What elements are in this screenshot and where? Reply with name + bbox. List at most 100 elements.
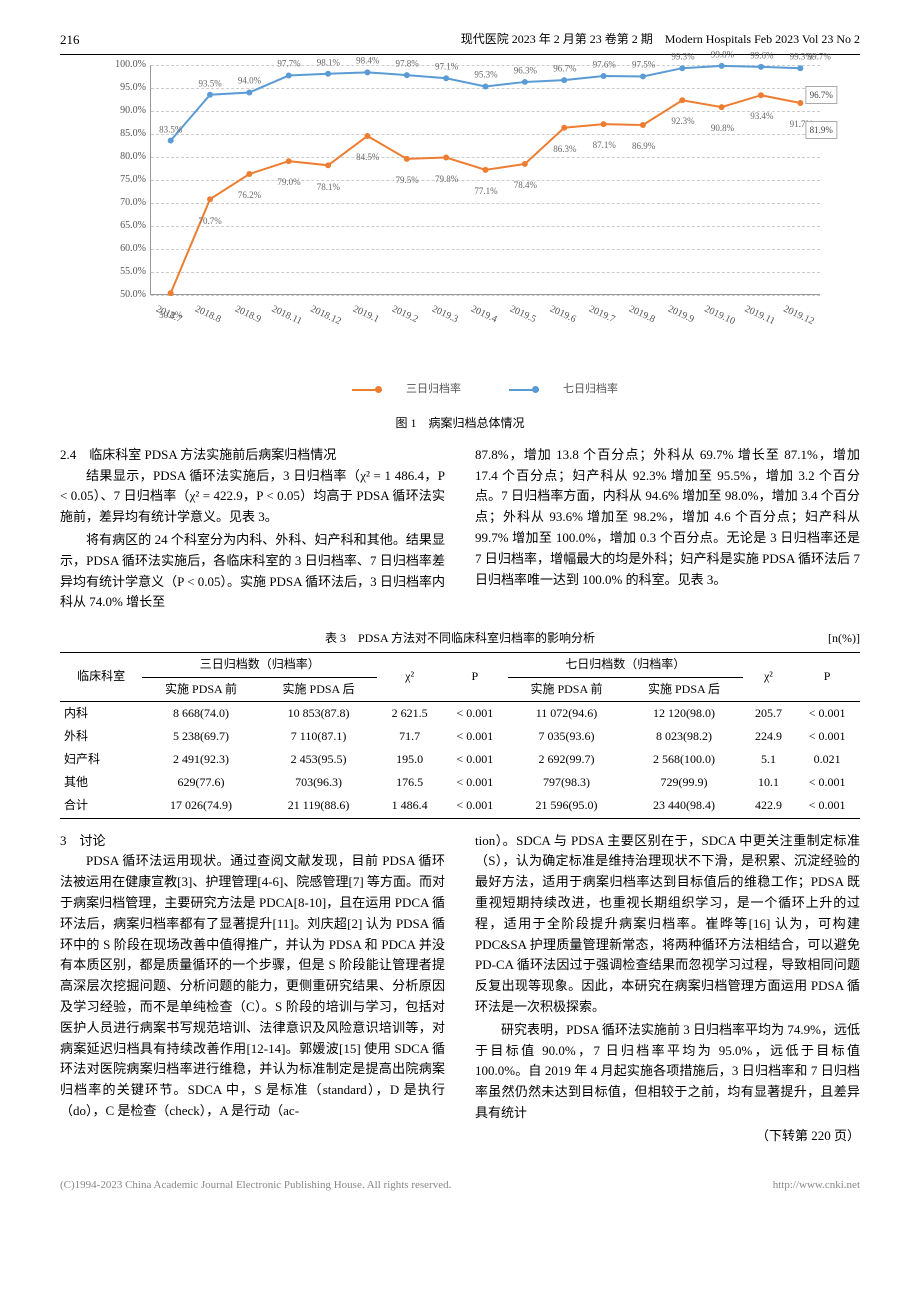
data-label: 99.7% xyxy=(808,50,831,64)
data-label: 97.1% xyxy=(435,60,458,74)
table-cell: 422.9 xyxy=(743,794,794,818)
data-label: 70.7% xyxy=(198,214,221,228)
table-cell: 21 119(88.6) xyxy=(260,794,378,818)
table-header: χ² xyxy=(743,653,794,701)
data-label: 98.1% xyxy=(317,55,340,69)
x-axis-label: 2019.12 xyxy=(781,302,817,330)
table-cell: 10.1 xyxy=(743,771,794,794)
x-axis-label: 2018.7 xyxy=(153,302,185,328)
page-footer: (C)1994-2023 China Academic Journal Elec… xyxy=(60,1177,860,1195)
table-cell: 23 440(98.4) xyxy=(625,794,743,818)
table-header: 七日归档数（归档率） xyxy=(508,653,743,677)
figure-1-chart: 50.0% 55.0% 60.0% 65.0% 70.0% 75.0% 80.0% 85.0%… xyxy=(100,65,820,399)
data-label: 99.6% xyxy=(750,48,773,62)
table-cell: < 0.001 xyxy=(794,701,860,725)
table-cell: 内科 xyxy=(60,701,142,725)
table-cell: 17 026(74.9) xyxy=(142,794,260,818)
header-text: 现代医院 2023 年 2 月第 23 卷第 2 期 Modern Hospit… xyxy=(461,32,860,46)
y-axis-label: 90.0% xyxy=(120,103,151,119)
highlight-box: 81.9% xyxy=(806,121,837,139)
table-cell: 2 453(95.5) xyxy=(260,748,378,771)
x-axis-label: 2019.3 xyxy=(428,302,460,328)
data-label: 96.3% xyxy=(514,63,537,77)
data-label: 77.1% xyxy=(474,184,497,198)
table-cell: 12 120(98.0) xyxy=(625,701,743,725)
table-cell: < 0.001 xyxy=(794,794,860,818)
paragraph: 结果显示，PDSA 循环法实施后，3 日归档率（χ² = 1 486.4，P <… xyxy=(60,466,445,528)
y-axis-label: 100.0% xyxy=(115,57,151,73)
data-label: 93.5% xyxy=(198,76,221,90)
highlight-box: 96.7% xyxy=(806,86,837,104)
data-label: 96.7% xyxy=(553,62,576,76)
table-subheader: 实施 PDSA 后 xyxy=(625,677,743,701)
table-cell: < 0.001 xyxy=(442,725,508,748)
x-axis-label: 2019.2 xyxy=(389,302,421,328)
data-label: 97.5% xyxy=(632,58,655,72)
data-label: 97.7% xyxy=(277,57,300,71)
data-label: 93.4% xyxy=(750,109,773,123)
x-axis-label: 2019.11 xyxy=(741,302,777,330)
data-label: 99.8% xyxy=(711,47,734,61)
table-cell: 176.5 xyxy=(377,771,442,794)
table-cell: 224.9 xyxy=(743,725,794,748)
table-3-title: 表 3 PDSA 方法对不同临床科室归档率的影响分析 [n(%)] xyxy=(60,629,860,648)
table-header: χ² xyxy=(377,653,442,701)
running-header: 216 现代医院 2023 年 2 月第 23 卷第 2 期 Modern Ho… xyxy=(60,30,860,55)
table-cell: 5 238(69.7) xyxy=(142,725,260,748)
table-3: 临床科室三日归档数（归档率）χ²P七日归档数（归档率）χ²P实施 PDSA 前实… xyxy=(60,652,860,818)
x-axis-label: 2018.12 xyxy=(308,302,344,330)
y-axis-label: 55.0% xyxy=(120,264,151,280)
data-label: 97.8% xyxy=(396,57,419,71)
table-cell: 2 621.5 xyxy=(377,701,442,725)
table-cell: 10 853(87.8) xyxy=(260,701,378,725)
paragraph: tion）。SDCA 与 PDSA 主要区别在于，SDCA 中更关注重制定标准（… xyxy=(475,831,860,1018)
x-axis-label: 2019.4 xyxy=(468,302,500,328)
paragraph: PDSA 循环法运用现状。通过查阅文献发现，目前 PDSA 循环法被运用在健康宣… xyxy=(60,851,445,1121)
paragraph: 87.8%，增加 13.8 个百分点；外科从 69.7% 增长至 87.1%，增… xyxy=(475,445,860,591)
footer-left: (C)1994-2023 China Academic Journal Elec… xyxy=(60,1177,451,1195)
y-axis-label: 70.0% xyxy=(120,195,151,211)
x-axis-label: 2018.8 xyxy=(192,302,224,328)
x-axis-label: 2018.11 xyxy=(268,302,304,330)
data-label: 97.6% xyxy=(593,57,616,71)
data-label: 87.1% xyxy=(593,138,616,152)
table-header: P xyxy=(794,653,860,701)
table-cell: 7 035(93.6) xyxy=(508,725,626,748)
table-header: P xyxy=(442,653,508,701)
data-label: 99.3% xyxy=(671,50,694,64)
data-label: 79.0% xyxy=(277,175,300,189)
table-subheader: 实施 PDSA 前 xyxy=(142,677,260,701)
table-cell: 2 568(100.0) xyxy=(625,748,743,771)
y-axis-label: 60.0% xyxy=(120,241,151,257)
table-cell: 8 023(98.2) xyxy=(625,725,743,748)
data-label: 95.3% xyxy=(474,68,497,82)
data-label: 98.4% xyxy=(356,54,379,68)
data-label: 86.9% xyxy=(632,139,655,153)
table-subheader: 实施 PDSA 前 xyxy=(508,677,626,701)
y-axis-label: 85.0% xyxy=(120,126,151,142)
y-axis-label: 65.0% xyxy=(120,218,151,234)
x-axis-label: 2019.9 xyxy=(665,302,697,328)
table-cell: 2 491(92.3) xyxy=(142,748,260,771)
table-cell: 629(77.6) xyxy=(142,771,260,794)
y-axis-label: 75.0% xyxy=(120,172,151,188)
y-axis-label: 50.0% xyxy=(120,287,151,303)
table-cell: 5.1 xyxy=(743,748,794,771)
y-axis-label: 80.0% xyxy=(120,149,151,165)
table-cell: 其他 xyxy=(60,771,142,794)
figure-1-caption: 图 1 病案归档总体情况 xyxy=(60,414,860,433)
section-2-4-heading: 2.4 临床科室 PDSA 方法实施前后病案归档情况 xyxy=(60,445,445,466)
table-cell: 195.0 xyxy=(377,748,442,771)
chart-legend: 三日归档率七日归档率 xyxy=(150,380,820,399)
paragraph: 将有病区的 24 个科室分为内科、外科、妇产科和其他。结果显示，PDSA 循环法… xyxy=(60,530,445,613)
data-label: 94.0% xyxy=(238,74,261,88)
table-cell: 8 668(74.0) xyxy=(142,701,260,725)
x-axis-label: 2019.1 xyxy=(350,302,382,328)
table-cell: < 0.001 xyxy=(442,794,508,818)
table-cell: < 0.001 xyxy=(794,725,860,748)
x-axis-label: 2019.6 xyxy=(547,302,579,328)
data-label: 84.5% xyxy=(356,150,379,164)
table-cell: < 0.001 xyxy=(442,771,508,794)
data-label: 78.4% xyxy=(514,178,537,192)
table-cell: 729(99.9) xyxy=(625,771,743,794)
